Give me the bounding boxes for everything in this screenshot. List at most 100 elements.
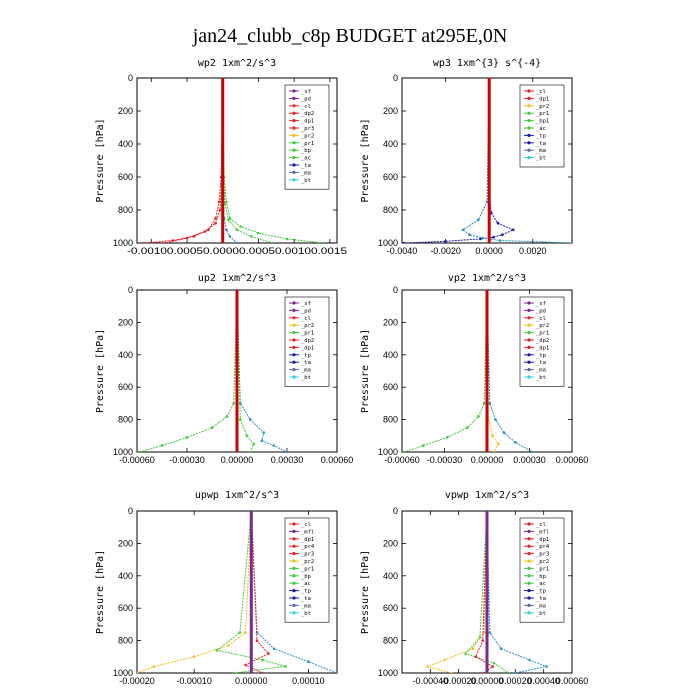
data-point xyxy=(250,639,253,642)
data-point xyxy=(232,671,236,673)
legend-marker xyxy=(292,301,296,305)
y-tick-label: 1000 xyxy=(378,668,398,678)
legend-marker xyxy=(527,316,531,320)
legend-box xyxy=(284,84,330,190)
data-point xyxy=(185,436,189,439)
legend-label: _mfl xyxy=(536,529,549,535)
legend-marker xyxy=(527,338,531,342)
data-point xyxy=(261,658,265,662)
series-line-tp xyxy=(404,78,515,243)
y-tick-label: 200 xyxy=(118,538,133,548)
data-point xyxy=(479,237,482,241)
legend-marker xyxy=(527,368,531,372)
legend-label: _bt xyxy=(536,375,546,381)
legend-marker xyxy=(527,89,531,93)
data-point xyxy=(221,208,224,212)
data-point xyxy=(210,426,214,430)
y-axis-label: Pressure [hPa] xyxy=(95,329,106,413)
y-tick-label: 0 xyxy=(393,506,398,516)
series-line-tp xyxy=(236,290,288,452)
data-point xyxy=(244,631,247,634)
data-point xyxy=(235,241,239,243)
legend-marker xyxy=(292,308,296,312)
legend-marker xyxy=(292,375,296,379)
legend: _cl_mfl_dp1_pr4_pr3_pr2_pr1_bp_ac_tp_ta_… xyxy=(519,517,565,623)
legend-marker xyxy=(527,119,531,123)
series-group xyxy=(403,290,534,452)
legend-marker xyxy=(292,148,296,152)
data-point xyxy=(511,228,515,232)
y-axis-label: Pressure [hPa] xyxy=(95,550,106,634)
data-point xyxy=(474,655,478,659)
data-point xyxy=(228,235,232,238)
x-tick-label: 0.00030 xyxy=(513,455,546,465)
panel-title: wp3 1xm^{3} s^{-4} xyxy=(433,58,541,69)
data-point xyxy=(465,426,469,430)
legend-marker xyxy=(292,574,296,578)
legend-marker xyxy=(527,589,531,593)
series-group xyxy=(139,290,289,452)
legend-marker xyxy=(527,353,531,357)
legend-label: _pd xyxy=(301,308,311,314)
y-axis-label: Pressure [hPa] xyxy=(360,550,371,634)
legend-label: _dp2 xyxy=(301,111,314,117)
y-tick-label: 600 xyxy=(118,172,133,182)
y-tick-label: 200 xyxy=(383,106,398,116)
data-point xyxy=(464,652,468,655)
y-axis-label: Pressure [hPa] xyxy=(95,118,106,202)
data-point xyxy=(545,665,548,668)
legend-marker xyxy=(527,111,531,115)
x-tick-label: -0.00030 xyxy=(169,455,205,465)
legend-marker xyxy=(292,603,296,608)
figure-title: jan24_clubb_c8p BUDGET at295E,0N xyxy=(192,25,508,47)
data-point xyxy=(321,241,324,243)
legend-label: _pr2 xyxy=(536,104,549,110)
legend-marker xyxy=(527,96,531,100)
data-point xyxy=(482,402,486,405)
legend-label: _dp1 xyxy=(301,119,314,125)
data-point xyxy=(217,200,221,204)
legend-label: _pr1 xyxy=(536,566,549,572)
legend-marker xyxy=(292,581,296,585)
legend-marker xyxy=(292,537,296,541)
data-point xyxy=(496,221,500,225)
y-tick-label: 400 xyxy=(383,571,398,581)
legend-label: _pr3 xyxy=(536,552,549,558)
legend-marker xyxy=(292,368,296,372)
legend-marker xyxy=(292,111,296,115)
data-point xyxy=(485,511,489,513)
data-point xyxy=(235,353,239,357)
data-point xyxy=(487,241,491,243)
legend-marker xyxy=(292,170,296,174)
legend-label: _ta xyxy=(536,141,546,147)
data-point xyxy=(223,202,227,205)
data-point xyxy=(488,631,492,634)
data-point xyxy=(494,418,497,421)
panel-upwp: upwp 1xm^2/s^3 Pressure [hPa] 0 200 400 600 80… xyxy=(95,490,338,686)
data-point xyxy=(284,665,287,668)
data-point xyxy=(262,431,266,434)
y-tick-label: 0 xyxy=(128,506,133,516)
legend-label: _bt xyxy=(301,375,311,381)
legend-marker xyxy=(527,537,531,541)
y-tick-label: 1000 xyxy=(113,668,133,678)
data-point xyxy=(252,442,255,446)
y-tick-label: 200 xyxy=(118,106,133,116)
data-point xyxy=(160,444,164,447)
legend-label: _ac xyxy=(301,156,311,162)
data-point xyxy=(257,231,260,235)
data-point xyxy=(488,402,492,405)
y-tick-label: 1000 xyxy=(113,238,133,248)
data-point xyxy=(235,418,239,421)
legend-label: _cl xyxy=(536,89,546,95)
legend-label: _bp xyxy=(301,148,311,154)
legend-marker xyxy=(527,301,531,305)
legend-label: _bt xyxy=(301,178,311,184)
legend-marker xyxy=(292,126,296,130)
data-point xyxy=(487,208,491,212)
data-point xyxy=(285,450,289,452)
data-point xyxy=(528,658,531,662)
legend-label: _tp xyxy=(536,589,546,595)
legend-marker xyxy=(292,104,296,108)
x-tick-label: 0.00000 xyxy=(221,455,254,465)
